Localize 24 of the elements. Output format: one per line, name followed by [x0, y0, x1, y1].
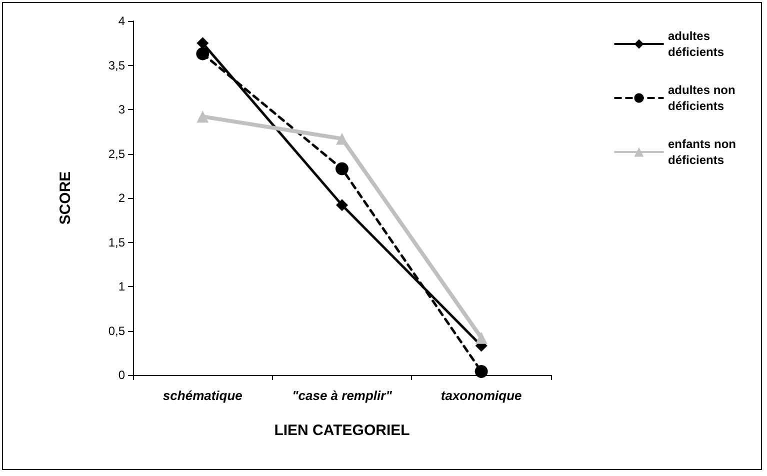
- point: [475, 332, 488, 344]
- x-tick-label: "case à remplir": [292, 388, 393, 403]
- point: [474, 364, 488, 378]
- x-tick-label: schématique: [162, 388, 242, 403]
- y-tick-label: 3,5: [108, 58, 126, 72]
- y-tick-label: 2,5: [108, 146, 126, 161]
- y-tick-label: 0: [118, 368, 126, 382]
- point: [336, 199, 348, 212]
- y-axis-title: SCORE: [57, 171, 74, 225]
- y-tick-label: 3: [118, 102, 126, 116]
- legend-label: adultes déficients: [668, 29, 724, 59]
- legend-label: adultes non déficients: [668, 83, 739, 113]
- y-tick-label: 0,5: [108, 324, 126, 338]
- point: [196, 47, 210, 60]
- y-tick-label: 1,5: [108, 235, 126, 250]
- y-tick-label: 4: [118, 14, 126, 28]
- y-tick-label: 1: [118, 280, 126, 294]
- x-tick-label: taxonomique: [440, 388, 522, 403]
- legend-label: enfants non déficients: [668, 137, 740, 167]
- point: [196, 110, 209, 123]
- point: [336, 132, 348, 145]
- y-tick-label: 2: [118, 191, 126, 205]
- point: [336, 162, 348, 176]
- x-axis-title: LIEN CATEGORIEL: [274, 422, 410, 439]
